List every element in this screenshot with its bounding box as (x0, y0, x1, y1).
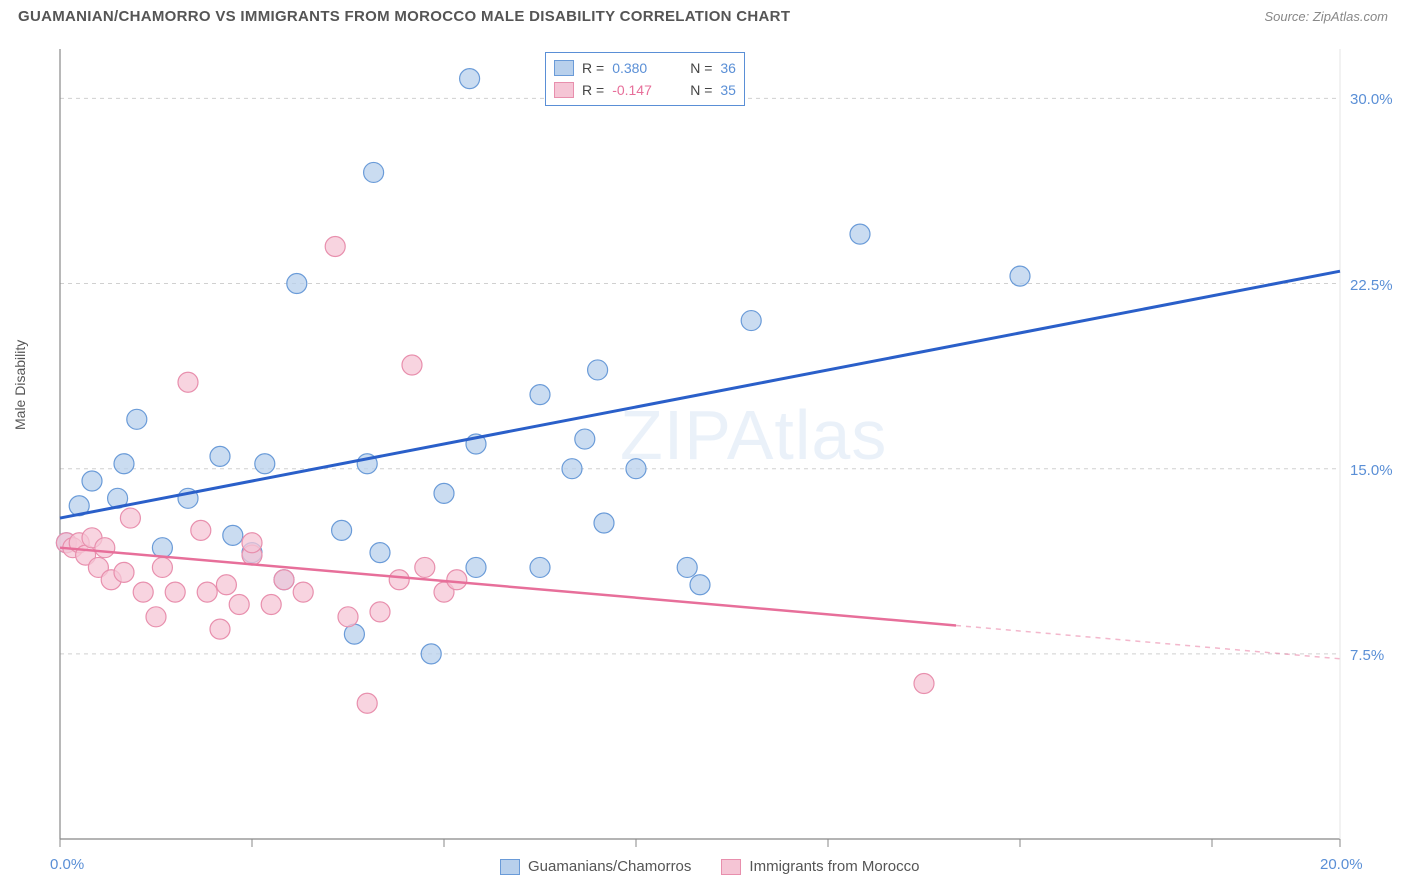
legend-stat-row: R =-0.147N =35 (554, 79, 736, 101)
series-legend: Guamanians/Chamorros Immigrants from Moro… (500, 858, 919, 875)
legend-swatch (500, 859, 520, 875)
correlation-stats-legend: R =0.380N =36R =-0.147N =35 (545, 52, 745, 106)
y-tick-label: 22.5% (1350, 277, 1393, 294)
x-tick-label: 20.0% (1320, 856, 1363, 873)
legend-item: Immigrants from Morocco (721, 858, 919, 875)
y-axis-label: Male Disability (12, 340, 28, 430)
r-value: 0.380 (612, 60, 672, 76)
chart-header: GUAMANIAN/CHAMORRO VS IMMIGRANTS FROM MO… (0, 0, 1406, 29)
y-tick-label: 7.5% (1350, 647, 1384, 664)
legend-stat-row: R =0.380N =36 (554, 57, 736, 79)
r-value: -0.147 (612, 82, 672, 98)
legend-item: Guamanians/Chamorros (500, 858, 691, 875)
y-tick-label: 30.0% (1350, 91, 1393, 108)
n-value: 36 (720, 60, 736, 76)
scatter-chart-svg (50, 39, 1390, 859)
legend-swatch (554, 82, 574, 98)
legend-label: Guamanians/Chamorros (528, 858, 691, 875)
y-tick-label: 15.0% (1350, 462, 1393, 479)
legend-swatch (721, 859, 741, 875)
n-value: 35 (720, 82, 736, 98)
legend-swatch (554, 60, 574, 76)
chart-area (50, 39, 1406, 859)
legend-label: Immigrants from Morocco (749, 858, 919, 875)
chart-title: GUAMANIAN/CHAMORRO VS IMMIGRANTS FROM MO… (18, 8, 790, 25)
x-tick-label: 0.0% (50, 856, 84, 873)
source-attribution: Source: ZipAtlas.com (1264, 9, 1388, 24)
